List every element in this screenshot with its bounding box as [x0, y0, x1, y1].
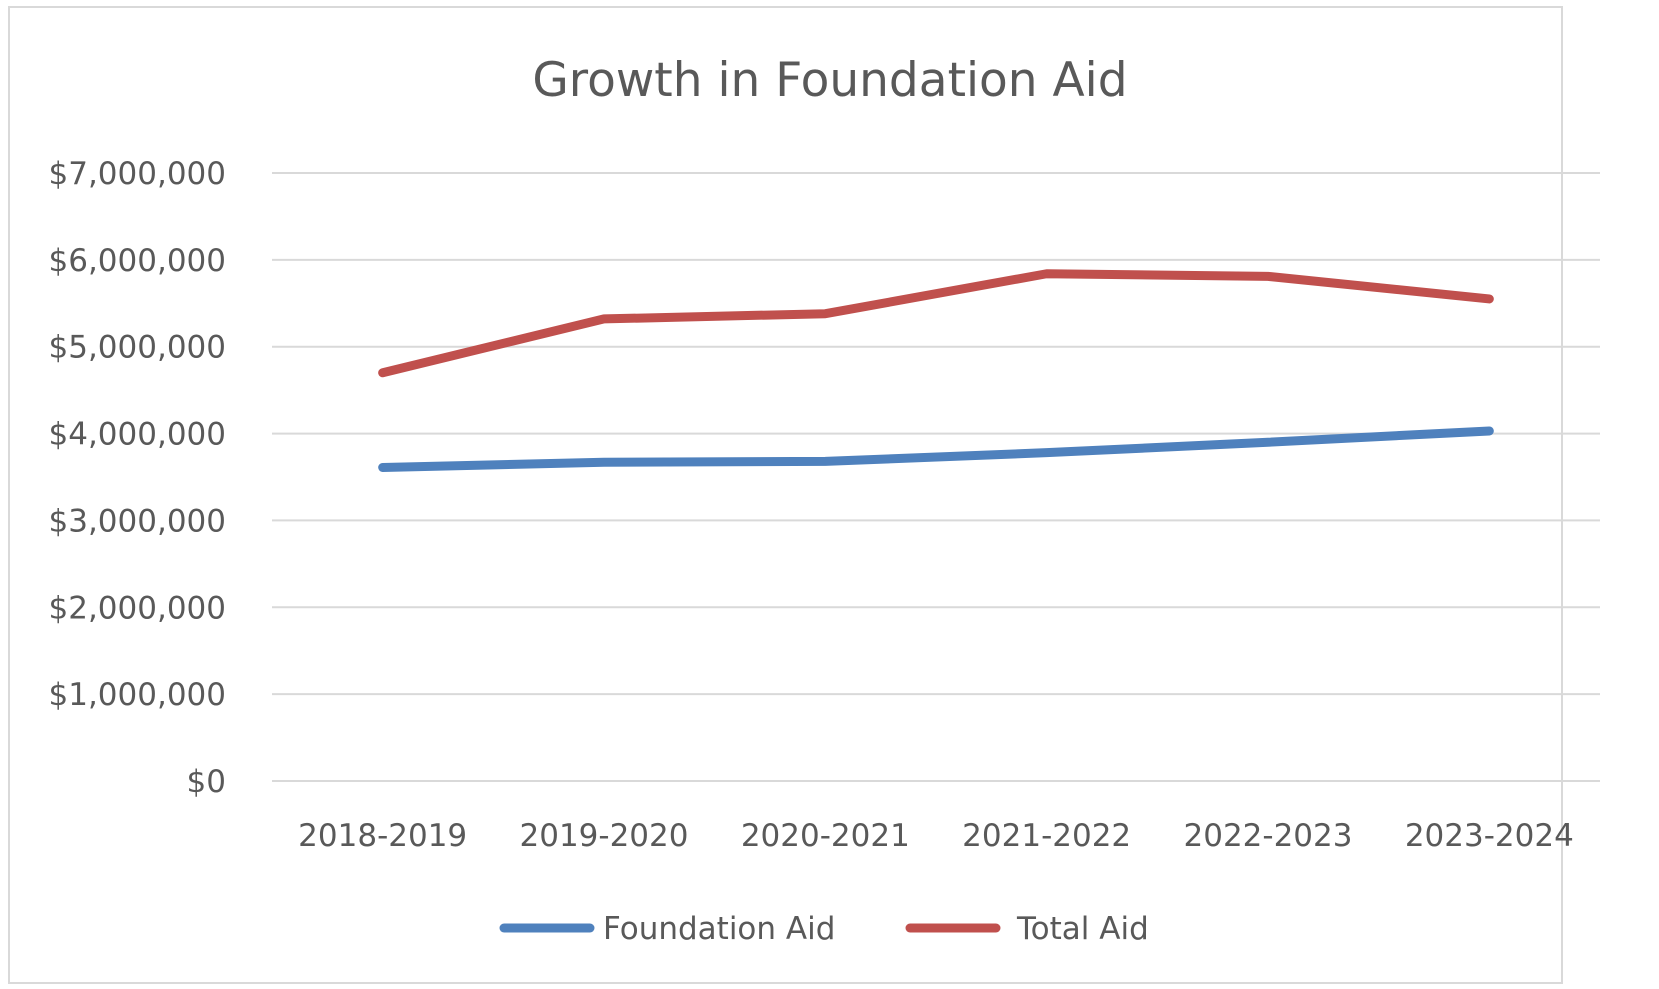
y-tick-label: $7,000,000	[49, 156, 227, 192]
x-tick-label: 2020-2021	[741, 818, 910, 854]
x-tick-label: 2018-2019	[298, 818, 467, 854]
legend-label-foundation-aid: Foundation Aid	[603, 911, 835, 947]
y-tick-label: $0	[187, 764, 226, 800]
gridlines	[272, 172, 1600, 782]
x-tick-label: 2019-2020	[520, 818, 689, 854]
legend: Foundation Aid Total Aid	[499, 911, 1149, 947]
x-tick-label: 2023-2024	[1405, 818, 1574, 854]
y-tick-label: $4,000,000	[49, 417, 227, 453]
series-line-foundation-aid	[378, 426, 1494, 472]
y-tick-label: $5,000,000	[49, 330, 227, 366]
chart-frame	[8, 6, 1563, 984]
y-tick-label: $6,000,000	[49, 243, 227, 279]
y-axis-tick-labels: $0 $1,000,000 $2,000,000 $3,000,000 $4,000,0…	[49, 156, 227, 800]
y-tick-label: $1,000,000	[49, 677, 227, 713]
x-axis-tick-labels: 2018-2019 2019-2020 2020-2021 2021-2022 2022…	[298, 818, 1574, 854]
legend-label-total-aid: Total Aid	[1016, 911, 1149, 947]
y-tick-label: $3,000,000	[49, 503, 227, 539]
series-lines	[378, 269, 1494, 472]
x-tick-label: 2021-2022	[962, 818, 1131, 854]
x-tick-label: 2022-2023	[1184, 818, 1353, 854]
y-tick-label: $2,000,000	[49, 590, 227, 626]
chart-title: Growth in Foundation Aid	[532, 53, 1127, 108]
series-line-total-aid	[378, 269, 1494, 378]
